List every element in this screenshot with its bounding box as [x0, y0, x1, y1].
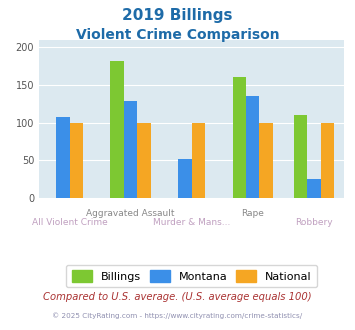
Bar — [260, 122, 273, 198]
Bar — [56, 117, 70, 198]
Text: Rape: Rape — [241, 209, 264, 217]
Bar — [233, 77, 246, 198]
Text: Violent Crime Comparison: Violent Crime Comparison — [76, 28, 279, 42]
Text: Murder & Mans...: Murder & Mans... — [153, 217, 230, 227]
Bar — [294, 115, 307, 198]
Bar — [124, 101, 137, 198]
Bar — [110, 61, 124, 198]
Bar — [192, 122, 205, 198]
Bar — [137, 122, 151, 198]
Bar — [70, 122, 83, 198]
Text: © 2025 CityRating.com - https://www.cityrating.com/crime-statistics/: © 2025 CityRating.com - https://www.city… — [53, 312, 302, 318]
Text: Compared to U.S. average. (U.S. average equals 100): Compared to U.S. average. (U.S. average … — [43, 292, 312, 302]
Text: Robbery: Robbery — [295, 217, 333, 227]
Bar — [178, 159, 192, 198]
Legend: Billings, Montana, National: Billings, Montana, National — [66, 265, 317, 287]
Bar — [321, 122, 334, 198]
Text: All Violent Crime: All Violent Crime — [32, 217, 108, 227]
Text: 2019 Billings: 2019 Billings — [122, 8, 233, 23]
Bar — [246, 96, 260, 198]
Text: Aggravated Assault: Aggravated Assault — [86, 209, 175, 217]
Bar — [307, 179, 321, 198]
